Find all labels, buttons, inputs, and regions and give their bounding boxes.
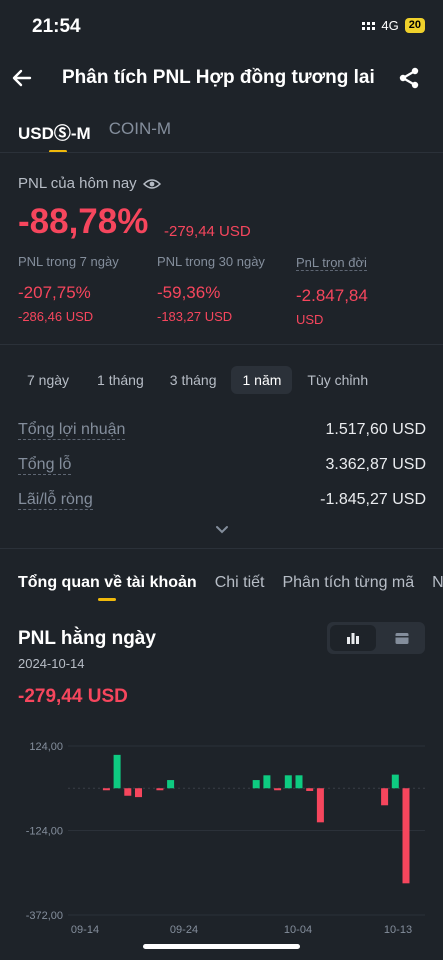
battery-icon: 20	[404, 18, 425, 33]
signal-icon	[362, 21, 376, 30]
network-label: 4G	[381, 18, 399, 33]
x-tick-label: 09-14	[71, 924, 99, 936]
divider	[0, 344, 443, 345]
summary-row-profit: Tổng lợi nhuận 1.517,60 USD	[18, 421, 426, 440]
daily-date: 2024-10-14	[18, 656, 85, 671]
stat-30d-label: PNL trong 30 ngày	[157, 254, 265, 269]
analysis-tabs: Tổng quan về tài khoản Chi tiết Phân tíc…	[18, 574, 443, 601]
stat-7d-amount: -286,46 USD	[18, 309, 94, 324]
tab-coin-m[interactable]: COIN-M	[108, 119, 172, 138]
y-tick-label: -124,00	[26, 826, 63, 838]
period-custom[interactable]: Tùy chỉnh	[307, 372, 369, 388]
net-pnl-value: -1.845,27 USD	[320, 491, 426, 508]
divider	[0, 548, 443, 549]
eye-icon[interactable]	[142, 177, 161, 191]
period-7d[interactable]: 7 ngày	[27, 372, 70, 388]
page-title: Phân tích PNL Hợp đồng tương lai	[62, 67, 375, 88]
bar-chart-view-button[interactable]	[330, 625, 376, 651]
chart-view-toggle	[327, 622, 425, 654]
total-loss-value: 3.362,87 USD	[325, 456, 426, 473]
pnl-bar[interactable]	[316, 788, 324, 823]
daily-pnl-title: PNL hằng ngày	[18, 628, 156, 649]
pnl-bar[interactable]	[102, 788, 110, 791]
pnl-bar[interactable]	[124, 788, 132, 796]
daily-amount: -279,44 USD	[18, 686, 128, 707]
today-pnl-amount: -279,44 USD	[164, 223, 251, 240]
calendar-view-button[interactable]	[379, 622, 425, 654]
total-profit-value: 1.517,60 USD	[325, 421, 426, 438]
net-pnl-label[interactable]: Lãi/lỗ ròng	[18, 491, 93, 510]
today-pnl-percent: -88,78%	[18, 202, 149, 241]
home-indicator[interactable]	[143, 944, 300, 949]
stat-lifetime-value: -2.847,84	[296, 286, 368, 305]
calendar-icon	[395, 633, 409, 644]
pnl-bar[interactable]	[113, 754, 121, 789]
total-profit-label[interactable]: Tổng lợi nhuận	[18, 421, 126, 440]
pnl-bar[interactable]	[156, 788, 164, 791]
pnl-bar[interactable]	[295, 775, 303, 789]
period-1y[interactable]: 1 năm	[231, 366, 293, 394]
bar-chart-icon	[347, 633, 359, 644]
pnl-bar[interactable]	[252, 780, 260, 789]
tab-account-overview[interactable]: Tổng quan về tài khoản	[18, 574, 197, 601]
today-pnl-label: PNL của hôm nay	[18, 175, 137, 192]
pnl-bar[interactable]	[274, 788, 282, 791]
tab-details[interactable]: Chi tiết	[214, 574, 265, 591]
pnl-bar[interactable]	[135, 788, 142, 798]
summary-row-loss: Tổng lỗ 3.362,87 USD	[18, 456, 426, 475]
status-time: 21:54	[32, 16, 81, 37]
divider	[0, 152, 443, 153]
pnl-bar[interactable]	[402, 788, 410, 884]
status-icons: 4G 20	[362, 18, 425, 33]
period-selector: 7 ngày 1 tháng 3 tháng 1 năm Tùy chỉnh	[16, 366, 379, 394]
daily-pnl-chart: 124,00 -124,00 -372,00 09-14 09-24 10-04 10-13	[26, 741, 425, 936]
x-tick-label: 10-04	[284, 924, 312, 936]
tab-usds-m[interactable]: USDⓈ-M	[18, 119, 91, 153]
x-tick-label: 10-13	[384, 924, 412, 936]
stat-7d-label: PNL trong 7 ngày	[18, 254, 119, 269]
stat-lifetime-unit: USD	[296, 312, 324, 327]
chevron-down-icon[interactable]	[214, 524, 230, 536]
pnl-bar[interactable]	[391, 774, 399, 789]
contract-type-tabs: USDⓈ-M COIN-M	[18, 119, 172, 153]
total-loss-label[interactable]: Tổng lỗ	[18, 456, 72, 475]
stat-30d-percent: -59,36%	[157, 283, 221, 302]
stat-7d-percent: -207,75%	[18, 283, 91, 302]
x-tick-label: 09-24	[170, 924, 198, 936]
period-1m[interactable]: 1 tháng	[97, 372, 144, 388]
pnl-bar[interactable]	[263, 775, 271, 789]
y-tick-label: 124,00	[29, 741, 63, 753]
pnl-bar[interactable]	[306, 788, 314, 791]
back-arrow-icon[interactable]	[10, 66, 34, 90]
pnl-bar[interactable]	[284, 775, 292, 789]
share-icon[interactable]	[397, 66, 421, 90]
stat-lifetime: PnL trọn đời -2.847,84 USD	[296, 254, 426, 327]
stat-7d: PNL trong 7 ngày -207,75% -286,46 USD	[18, 254, 148, 324]
tab-per-symbol[interactable]: Phân tích từng mã	[282, 574, 415, 591]
stat-lifetime-label[interactable]: PnL trọn đời	[296, 255, 367, 271]
tab-overflow[interactable]: N	[432, 574, 443, 591]
stat-30d-amount: -183,27 USD	[157, 309, 233, 324]
period-3m[interactable]: 3 tháng	[169, 372, 217, 388]
today-pnl-label-row: PNL của hôm nay	[18, 175, 161, 192]
stat-30d: PNL trong 30 ngày -59,36% -183,27 USD	[157, 254, 287, 324]
y-tick-label: -372,00	[26, 910, 63, 922]
pnl-bar[interactable]	[381, 788, 389, 806]
summary-row-net: Lãi/lỗ ròng -1.845,27 USD	[18, 491, 426, 510]
pnl-bar[interactable]	[167, 780, 175, 789]
